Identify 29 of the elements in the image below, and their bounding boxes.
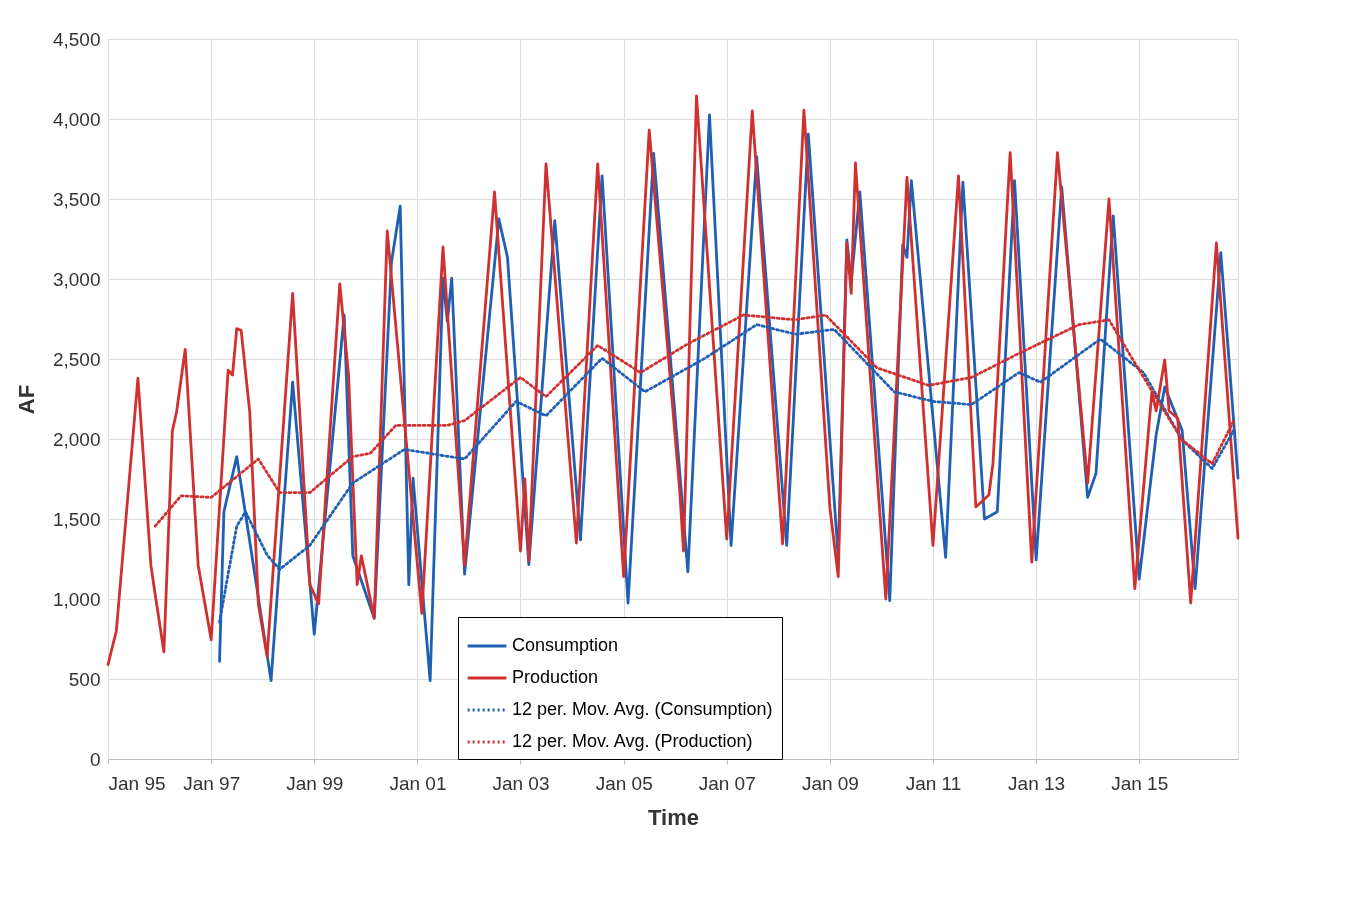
x-tick-label: Jan 09 — [801, 772, 859, 794]
y-tick-label: 3,500 — [52, 188, 101, 210]
x-tick-label: Jan 11 — [905, 772, 962, 794]
y-tick-label: 4,500 — [52, 28, 101, 50]
x-tick-label: Jan 03 — [492, 772, 550, 794]
line-series — [153, 313, 1236, 528]
legend-label: 12 per. Mov. Avg. (Production) — [512, 731, 753, 751]
y-tick-label: 1,000 — [52, 588, 101, 610]
y-tick-label: 4,000 — [52, 108, 101, 130]
y-tick-label: 1,500 — [52, 508, 101, 530]
y-tick-label: 2,000 — [52, 428, 101, 450]
x-tick-label: Jan 01 — [389, 772, 447, 794]
y-tick-label: 500 — [68, 668, 101, 690]
x-tick-label: Jan 99 — [286, 772, 344, 794]
legend-label: Production — [512, 667, 599, 687]
y-tick-label: 3,000 — [52, 268, 101, 290]
y-axis-title: AF — [13, 384, 39, 415]
x-tick-label: Jan 05 — [595, 772, 653, 794]
x-tick-label: Jan 15 — [1111, 772, 1169, 794]
x-axis-title: Time — [648, 804, 699, 830]
x-tick-label: Jan 13 — [1008, 772, 1066, 794]
y-tick-label: 2,500 — [52, 348, 101, 370]
legend-label: 12 per. Mov. Avg. (Consumption) — [512, 699, 773, 719]
line-series — [106, 94, 1240, 666]
x-tick-label: Jan 97 — [183, 772, 241, 794]
y-tick-label: 0 — [89, 748, 101, 770]
x-tick-label: Jan 07 — [698, 772, 756, 794]
x-tick-label: Jan 95 — [108, 772, 166, 794]
legend-label: Consumption — [512, 635, 619, 655]
